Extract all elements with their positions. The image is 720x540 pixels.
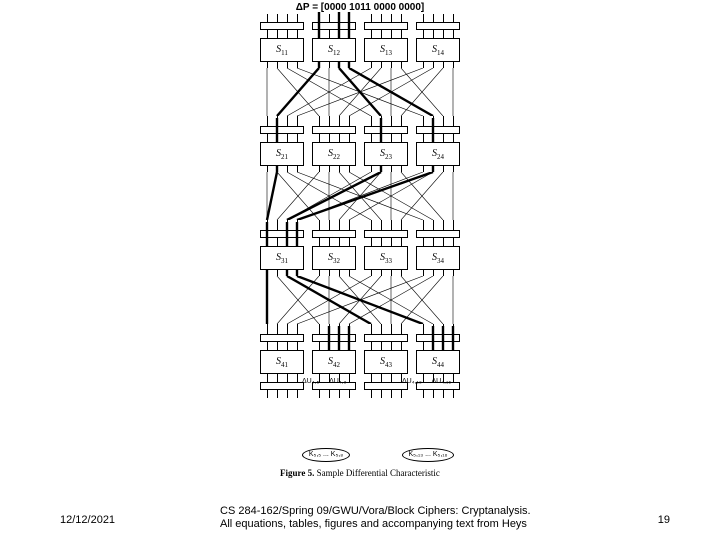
sbox: S32 xyxy=(312,246,356,270)
permutation-layer xyxy=(240,172,480,220)
sbox: S14 xyxy=(416,38,460,62)
caption-prefix: Figure 5. xyxy=(280,468,314,478)
sbox: S24 xyxy=(416,142,460,166)
sbox: S33 xyxy=(364,246,408,270)
spn-diagram: ΔP = [0000 1011 0000 0000] S11S12S13S14S… xyxy=(240,0,480,480)
bold-vertical xyxy=(240,222,480,246)
sbox: S41 xyxy=(260,350,304,374)
sbox: S31 xyxy=(260,246,304,270)
footer-center: CS 284-162/Spring 09/GWU/Vora/Block Ciph… xyxy=(220,505,580,533)
sbox: S42 xyxy=(312,350,356,374)
permutation-layer xyxy=(240,68,480,116)
footer-line2: All equations, tables, figures and accom… xyxy=(220,518,527,530)
sbox: S44 xyxy=(416,350,460,374)
bold-vertical xyxy=(240,14,480,38)
footer-line1: CS 284-162/Spring 09/GWU/Vora/Block Ciph… xyxy=(220,505,531,517)
sbox: S22 xyxy=(312,142,356,166)
caption-text: Sample Differential Characteristic xyxy=(314,468,440,478)
permutation-layer xyxy=(240,276,480,324)
figure-caption: Figure 5. Sample Differential Characteri… xyxy=(240,468,480,478)
footer-page: 19 xyxy=(658,514,670,526)
sbox: S34 xyxy=(416,246,460,270)
bold-vertical xyxy=(240,62,480,68)
bold-vertical xyxy=(240,118,480,142)
sbox: S21 xyxy=(260,142,304,166)
delta-u-label: ΔU₄,₅ ... ΔU₄,₈ xyxy=(302,378,347,385)
sbox: S23 xyxy=(364,142,408,166)
bold-vertical xyxy=(240,166,480,172)
key-oval: K₅,₁₃ ... K₅,₁₆ xyxy=(402,448,454,462)
delta-u-label: ΔU₄,₁₃ ... ΔU₄,₁₆ xyxy=(402,378,451,385)
sbox: S43 xyxy=(364,350,408,374)
footer-date: 12/12/2021 xyxy=(60,514,115,526)
key-oval: K₅,₅ ... K₅,₈ xyxy=(302,448,350,462)
bold-vertical xyxy=(240,270,480,276)
sbox: S12 xyxy=(312,38,356,62)
bold-vertical xyxy=(240,12,480,14)
sbox: S11 xyxy=(260,38,304,62)
bold-vertical xyxy=(240,326,480,350)
sbox: S13 xyxy=(364,38,408,62)
